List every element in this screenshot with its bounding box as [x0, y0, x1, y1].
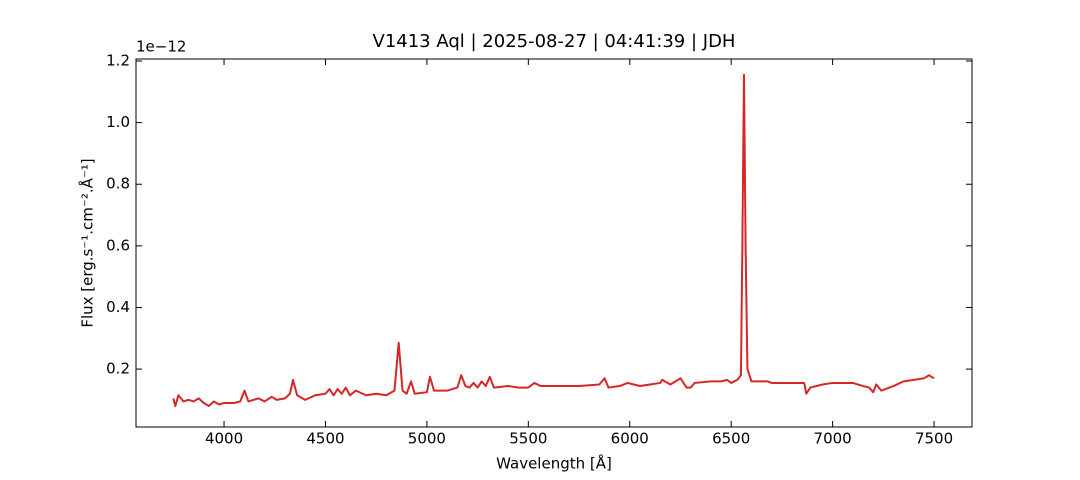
y-tick-label: 1.0	[106, 113, 130, 131]
x-tick-label: 6000	[611, 430, 649, 448]
y-offset-label: 1e−12	[136, 38, 186, 56]
x-tick-label: 4000	[205, 430, 243, 448]
x-tick-label: 4500	[306, 430, 344, 448]
spectrum-line	[172, 73, 935, 408]
x-tick-label: 7000	[814, 430, 852, 448]
plot-frame	[135, 58, 973, 428]
x-axis-label: Wavelength [Å]	[496, 454, 612, 473]
y-axis-label: Flux [erg.s⁻¹.cm⁻².Å⁻¹]	[78, 158, 97, 327]
y-tick-label: 0.2	[106, 360, 130, 378]
x-tick-label: 5000	[408, 430, 446, 448]
x-tick-label: 5500	[509, 430, 547, 448]
y-tick-label: 0.8	[106, 175, 130, 193]
y-tick-label: 0.6	[106, 236, 130, 254]
x-tick-label: 7500	[915, 430, 953, 448]
y-tick-label: 1.2	[106, 52, 130, 70]
y-tick-label: 0.4	[106, 298, 130, 316]
chart-title: V1413 Aql | 2025-08-27 | 04:41:39 | JDH	[373, 31, 736, 52]
x-tick-label: 6500	[712, 430, 750, 448]
